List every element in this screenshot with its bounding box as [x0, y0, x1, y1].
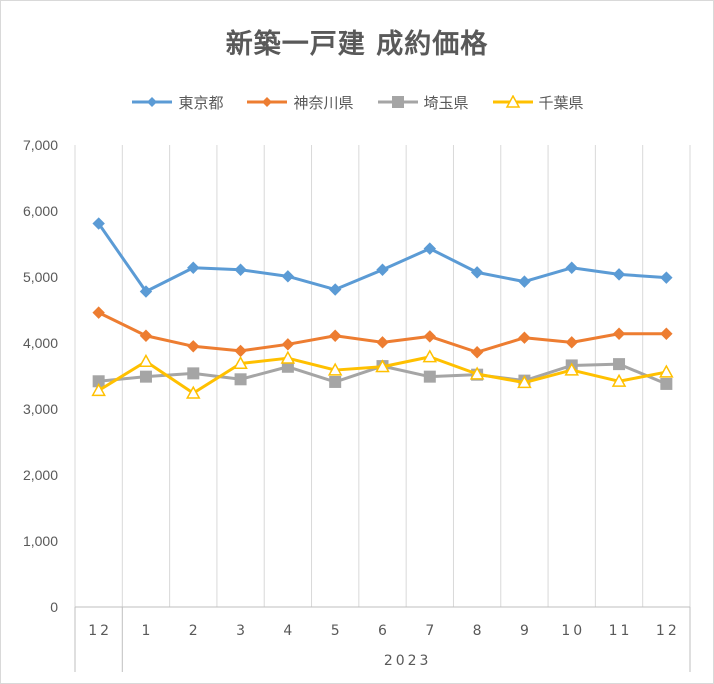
legend-entry: 東京都: [130, 92, 223, 113]
data-point: [281, 270, 295, 283]
legend-entry: 埼玉県: [376, 92, 469, 113]
data-point: [469, 366, 485, 380]
y-tick-label: 1,000: [23, 533, 58, 549]
data-point: [518, 275, 531, 288]
legend-entry: 神奈川県: [245, 92, 354, 113]
data-point: [612, 268, 626, 281]
data-point: [660, 271, 673, 284]
x-tick-label: 2: [189, 623, 201, 639]
data-point: [280, 350, 296, 364]
data-point: [611, 373, 627, 387]
data-point: [376, 336, 389, 349]
y-tick-label: 4,000: [23, 335, 58, 351]
data-point: [327, 362, 343, 376]
x-tick-label: 5: [331, 623, 343, 639]
y-tick-label: 3,000: [23, 401, 58, 417]
x-tick-label: 1: [142, 623, 154, 639]
data-point: [659, 364, 674, 378]
y-tick-label: 2,000: [23, 467, 58, 483]
data-point: [612, 327, 626, 340]
x-tick-label: 4: [283, 623, 295, 639]
legend-label: 千葉県: [538, 93, 584, 112]
data-point: [91, 382, 106, 397]
data-point: [423, 330, 437, 343]
x-tick-label: 12: [656, 623, 680, 639]
data-point: [375, 359, 390, 373]
x-tick-label: 7: [425, 623, 437, 639]
data-point: [139, 370, 152, 383]
data-point: [187, 340, 200, 353]
data-point: [613, 358, 626, 371]
legend-marker-icon: [377, 96, 418, 108]
data-point: [187, 367, 200, 380]
data-point: [281, 360, 294, 373]
data-point: [517, 375, 532, 389]
legend-label: 埼玉県: [423, 93, 469, 112]
data-point: [565, 336, 578, 349]
data-point: [138, 353, 154, 368]
x-tick-label: 6: [378, 623, 390, 639]
data-point: [660, 327, 673, 340]
y-tick-label: 6,000: [23, 203, 58, 219]
data-point: [234, 344, 247, 358]
data-point: [234, 263, 247, 276]
data-point: [423, 370, 436, 383]
data-point: [422, 349, 438, 363]
legend-entry: 千葉県: [491, 92, 584, 113]
y-tick-label: 7,000: [23, 137, 58, 153]
data-point: [185, 385, 201, 399]
data-point: [281, 338, 295, 351]
legend-marker-icon: [132, 97, 173, 107]
data-point: [92, 375, 105, 388]
data-point: [565, 261, 578, 274]
x-tick-label: 11: [609, 623, 633, 639]
chart-title: 新築一戸建 成約価格: [225, 29, 489, 60]
data-point: [376, 263, 389, 276]
x-tick-label: 8: [473, 623, 485, 639]
x-tick-label: 10: [561, 623, 585, 639]
data-point: [470, 346, 484, 359]
data-point: [423, 242, 437, 255]
data-point: [92, 306, 105, 319]
x-tick-label: 3: [236, 623, 248, 639]
legend-marker-icon: [247, 97, 288, 107]
series-line-1: [97, 222, 668, 294]
data-point: [518, 331, 531, 344]
x-tick-label: 12: [88, 623, 112, 639]
y-tick-label: 0: [50, 599, 58, 615]
y-tick-label: 5,000: [23, 269, 58, 285]
data-point: [470, 266, 484, 279]
data-point: [328, 283, 342, 296]
legend-label: 東京都: [178, 93, 224, 112]
x-group-label: 2023: [384, 653, 432, 669]
data-point: [564, 362, 580, 376]
legend-label: 神奈川県: [293, 93, 354, 112]
data-point: [139, 329, 153, 342]
data-point: [233, 355, 248, 370]
data-point: [139, 285, 153, 298]
data-point: [234, 373, 247, 386]
data-point: [187, 261, 200, 274]
data-point: [328, 329, 342, 342]
legend: 東京都 神奈川県 埼玉県 千葉県: [0, 90, 714, 114]
data-point: [329, 375, 342, 388]
x-tick-label: 9: [520, 623, 532, 639]
data-point: [92, 217, 105, 230]
legend-marker-icon: [492, 95, 533, 108]
data-point: [660, 377, 673, 390]
